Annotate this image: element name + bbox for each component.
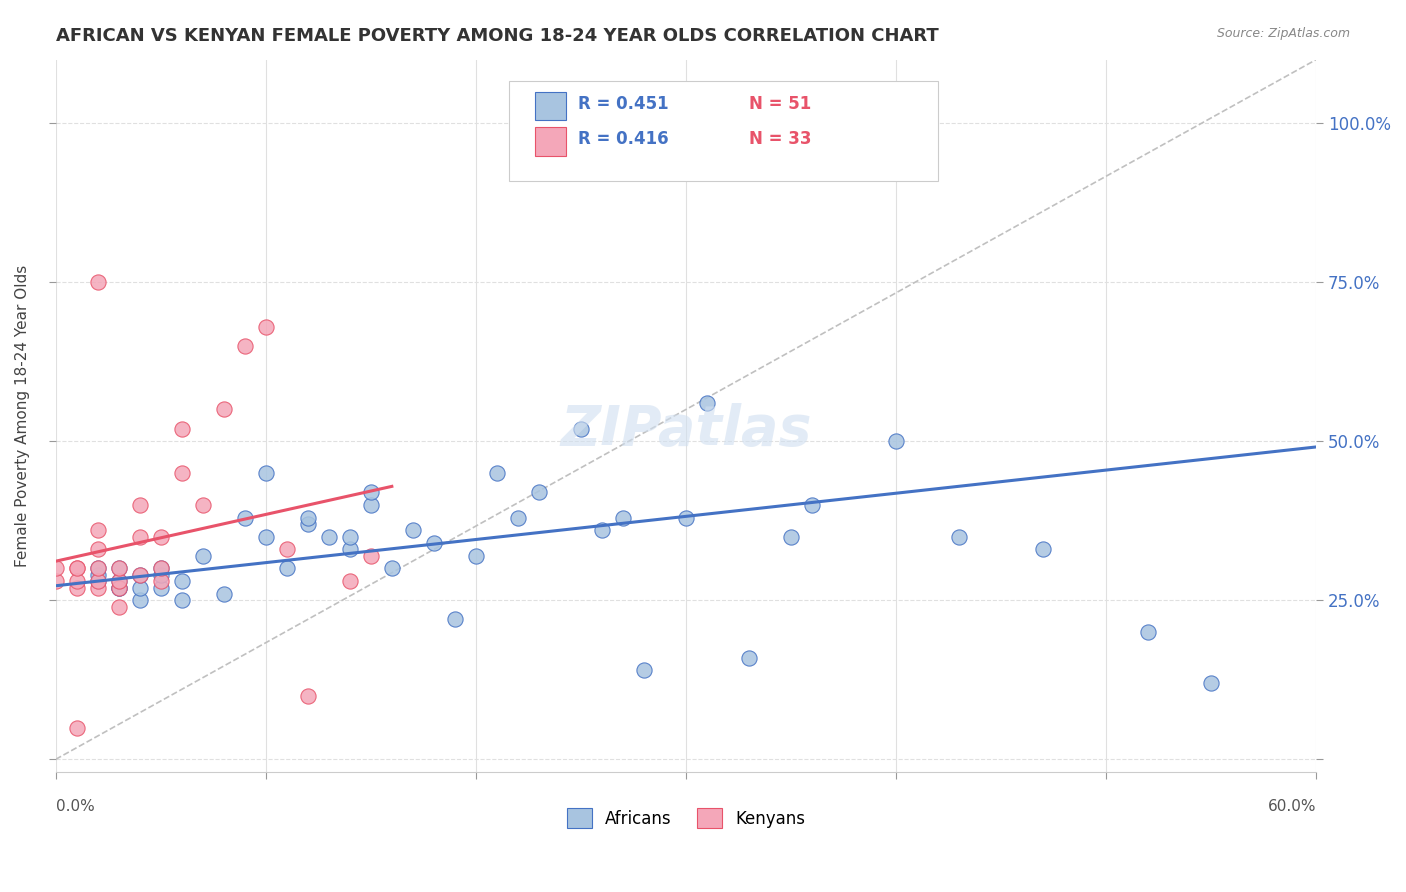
Point [233,510,256,524]
Point [360,485,382,500]
Point [948,530,970,544]
Point [170,466,193,480]
Bar [534,128,567,156]
Point [696,396,718,410]
Point [45,574,67,589]
Point [402,524,425,538]
Text: ZIPatlas: ZIPatlas [560,403,811,457]
Point [66,574,89,589]
Point [485,466,508,480]
Point [170,574,193,589]
Point [612,510,634,524]
Point [633,663,655,677]
Point [128,498,150,512]
Legend: Africans, Kenyans: Africans, Kenyans [560,801,811,835]
Point [107,581,129,595]
Point [107,574,129,589]
Point [1199,676,1222,690]
Bar [534,92,567,120]
Point [297,516,319,531]
Point [591,524,613,538]
Point [86,542,108,557]
Point [66,581,89,595]
Point [107,581,129,595]
Point [149,567,172,582]
Point [254,319,277,334]
Point [254,530,277,544]
Point [149,530,172,544]
Text: R = 0.451: R = 0.451 [578,95,668,112]
Point [297,689,319,703]
Point [170,421,193,435]
Point [107,561,129,575]
Point [66,561,89,575]
Point [444,612,467,626]
Point [149,574,172,589]
Point [128,567,150,582]
Point [423,536,446,550]
Text: Source: ZipAtlas.com: Source: ZipAtlas.com [1216,27,1350,40]
Point [780,530,803,544]
Point [86,567,108,582]
Point [276,561,298,575]
Point [233,339,256,353]
Point [170,593,193,607]
Point [527,485,550,500]
Point [45,561,67,575]
Point [191,498,214,512]
Point [884,434,907,449]
Point [569,421,592,435]
Point [675,510,697,524]
Point [107,599,129,614]
Point [738,650,761,665]
Text: AFRICAN VS KENYAN FEMALE POVERTY AMONG 18-24 YEAR OLDS CORRELATION CHART: AFRICAN VS KENYAN FEMALE POVERTY AMONG 1… [56,27,939,45]
Point [107,574,129,589]
Point [66,721,89,735]
Point [86,561,108,575]
Point [276,542,298,557]
Point [801,498,824,512]
Point [339,530,361,544]
Point [128,530,150,544]
Point [254,466,277,480]
Point [86,581,108,595]
Point [149,561,172,575]
Text: 60.0%: 60.0% [1268,799,1316,814]
Point [360,498,382,512]
Point [149,581,172,595]
Point [1032,542,1054,557]
FancyBboxPatch shape [509,81,938,181]
Point [107,561,129,575]
Point [66,561,89,575]
Point [86,524,108,538]
Point [128,567,150,582]
Point [339,574,361,589]
Point [128,581,150,595]
Text: N = 33: N = 33 [749,130,811,148]
Text: N = 51: N = 51 [749,95,811,112]
Point [506,510,529,524]
Point [86,574,108,589]
Point [212,402,235,417]
Point [381,561,404,575]
Point [191,549,214,563]
Point [86,275,108,289]
Y-axis label: Female Poverty Among 18-24 Year Olds: Female Poverty Among 18-24 Year Olds [15,265,30,567]
Point [212,587,235,601]
Point [360,549,382,563]
Point [339,542,361,557]
Text: 0.0%: 0.0% [56,799,94,814]
Point [297,510,319,524]
Point [318,530,340,544]
Point [464,549,486,563]
Point [86,561,108,575]
Point [1137,625,1160,640]
Point [86,574,108,589]
Point [149,561,172,575]
Point [128,593,150,607]
Point [107,581,129,595]
Text: R = 0.416: R = 0.416 [578,130,668,148]
